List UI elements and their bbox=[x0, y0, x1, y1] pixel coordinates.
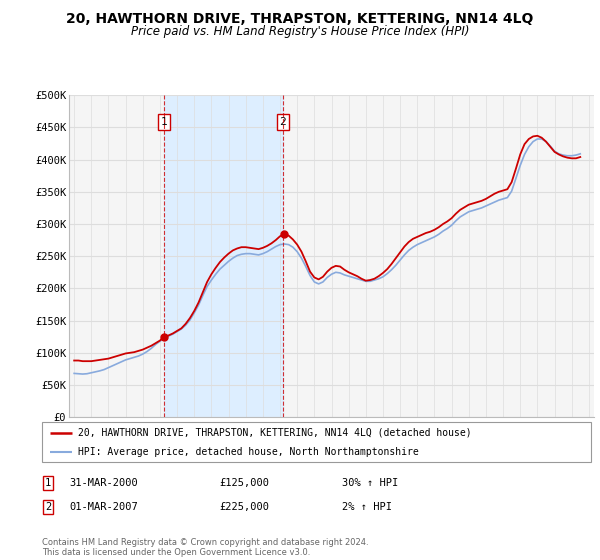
Text: HPI: Average price, detached house, North Northamptonshire: HPI: Average price, detached house, Nort… bbox=[77, 447, 418, 457]
Text: £225,000: £225,000 bbox=[219, 502, 269, 512]
Text: 1: 1 bbox=[161, 117, 167, 127]
Text: £125,000: £125,000 bbox=[219, 478, 269, 488]
Text: Price paid vs. HM Land Registry's House Price Index (HPI): Price paid vs. HM Land Registry's House … bbox=[131, 25, 469, 38]
Text: 1: 1 bbox=[45, 478, 51, 488]
FancyBboxPatch shape bbox=[42, 422, 591, 462]
Text: 01-MAR-2007: 01-MAR-2007 bbox=[69, 502, 138, 512]
Text: 20, HAWTHORN DRIVE, THRAPSTON, KETTERING, NN14 4LQ: 20, HAWTHORN DRIVE, THRAPSTON, KETTERING… bbox=[67, 12, 533, 26]
Text: 30% ↑ HPI: 30% ↑ HPI bbox=[342, 478, 398, 488]
Text: 2: 2 bbox=[45, 502, 51, 512]
Text: 20, HAWTHORN DRIVE, THRAPSTON, KETTERING, NN14 4LQ (detached house): 20, HAWTHORN DRIVE, THRAPSTON, KETTERING… bbox=[77, 428, 472, 438]
Bar bbox=[164, 95, 283, 417]
Text: 2: 2 bbox=[280, 117, 286, 127]
Text: 31-MAR-2000: 31-MAR-2000 bbox=[69, 478, 138, 488]
Text: 2% ↑ HPI: 2% ↑ HPI bbox=[342, 502, 392, 512]
Text: Contains HM Land Registry data © Crown copyright and database right 2024.
This d: Contains HM Land Registry data © Crown c… bbox=[42, 538, 368, 557]
